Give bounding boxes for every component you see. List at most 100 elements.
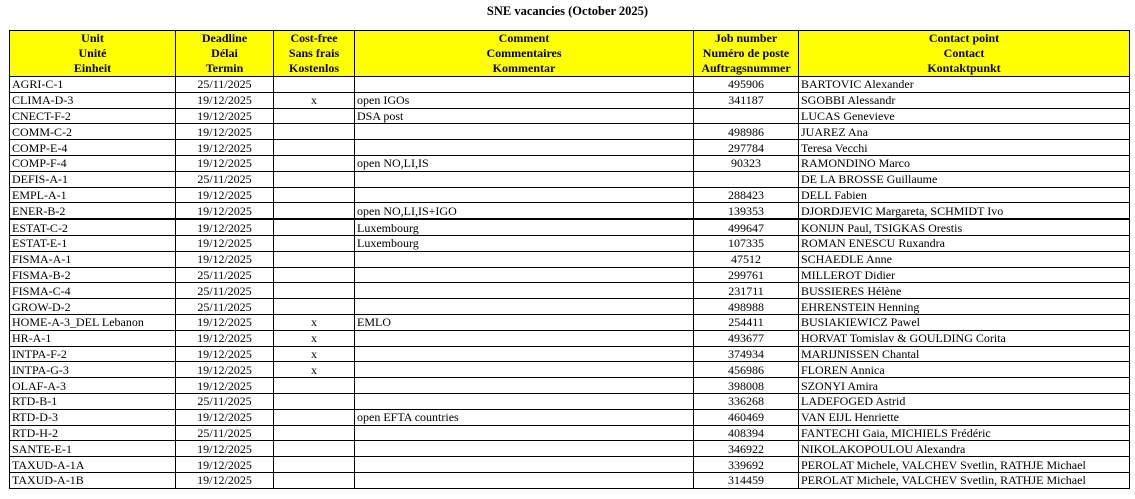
column-header-line: Comment [498, 31, 550, 45]
column-header-line: Kostenlos [288, 61, 339, 75]
table-row: COMM-C-2 19/12/2025 498986 JUAREZ Ana [9, 123, 1130, 141]
cell-cost-free: x [273, 313, 355, 331]
cell-job-number: 107335 [693, 234, 799, 252]
table-row: SANTE-E-1 19/12/2025 346922 NIKOLAKOPOULOU … [9, 440, 1130, 458]
cell-unit: TAXUD-A-1A [9, 456, 176, 473]
cell-contact: FANTECHI Gaia, MICHIELS Frédéric [798, 424, 1130, 442]
cell-comment: open EFTA countries [354, 408, 694, 426]
cell-unit: ESTAT-E-1 [9, 234, 176, 252]
cell-cost-free [273, 186, 355, 204]
cell-cost-free [273, 250, 355, 268]
cell-cost-free [273, 392, 355, 410]
cell-job-number: 398008 [693, 377, 799, 394]
table-row: EMPL-A-1 19/12/2025 288423 DELL Fabien [9, 186, 1130, 204]
cell-deadline: 19/12/2025 [175, 202, 274, 221]
cell-contact: VAN EIJL Henriette [798, 408, 1130, 426]
cell-deadline: 19/12/2025 [175, 154, 274, 172]
cell-job-number: 47512 [693, 250, 799, 268]
cell-contact: Teresa Vecchi [798, 139, 1130, 156]
cell-deadline: 19/12/2025 [175, 123, 274, 141]
cell-unit: INTPA-F-2 [9, 345, 176, 363]
cell-contact: SGOBBI Alessandr [798, 91, 1130, 109]
cell-job-number: 498986 [693, 123, 799, 141]
vacancies-table: Unit Unité Einheit Deadline Délai Termin Cost-… [9, 30, 1130, 489]
cell-job-number: 336268 [693, 392, 799, 410]
cell-contact: DELL Fabien [798, 186, 1130, 204]
cell-unit: GROW-D-2 [9, 298, 176, 315]
cell-comment [354, 298, 694, 315]
cell-contact: DE LA BROSSE Guillaume [798, 170, 1130, 188]
cell-comment: Luxembourg [354, 234, 694, 252]
cell-comment [354, 424, 694, 442]
cell-unit: EMPL-A-1 [9, 186, 176, 204]
cell-comment [354, 76, 694, 93]
cell-cost-free: x [273, 361, 355, 379]
cell-unit: FISMA-C-4 [9, 282, 176, 300]
cell-comment [354, 471, 694, 489]
column-header-line: Sans frais [288, 46, 340, 60]
column-header-line: Kommentar [492, 61, 556, 75]
column-header-line: Auftragsnummer [701, 61, 791, 75]
cell-unit: RTD-D-3 [9, 408, 176, 426]
cell-deadline: 19/12/2025 [175, 440, 274, 458]
cell-unit: COMM-C-2 [9, 123, 176, 141]
cell-unit: DEFIS-A-1 [9, 170, 176, 188]
cell-unit: OLAF-A-3 [9, 377, 176, 394]
cell-cost-free [273, 123, 355, 141]
cell-job-number: 314459 [693, 471, 799, 489]
cell-unit: COMP-F-4 [9, 154, 176, 172]
cell-cost-free [273, 266, 355, 284]
cell-comment [354, 250, 694, 268]
cell-deadline: 19/12/2025 [175, 139, 274, 156]
table-row: INTPA-F-2 19/12/2025 x 374934 MARIJNISSEN Ch… [9, 345, 1130, 363]
cell-job-number: 460469 [693, 408, 799, 426]
table-row: RTD-D-3 19/12/2025 open EFTA countries 4604… [9, 408, 1130, 426]
column-header-line: Délai [211, 46, 238, 60]
cell-comment [354, 266, 694, 284]
cell-comment [354, 456, 694, 473]
table-row: RTD-H-2 25/11/2025 408394 FANTECHI Gaia, MI… [9, 424, 1130, 442]
table-row: COMP-F-4 19/12/2025 open NO,LI,IS 90323 RAMO… [9, 154, 1130, 172]
cell-contact: PEROLAT Michele, VALCHEV Svetlin, RATHJE… [798, 456, 1130, 473]
cell-job-number: 495906 [693, 76, 799, 93]
cell-job-number: 498988 [693, 298, 799, 315]
cell-job-number [693, 107, 799, 125]
cell-contact: RAMONDINO Marco [798, 154, 1130, 172]
cell-cost-free: x [273, 329, 355, 347]
table-row: DEFIS-A-1 25/11/2025 DE LA BROSSE Guillaum… [9, 170, 1130, 188]
cell-job-number [693, 170, 799, 188]
cell-unit: RTD-B-1 [9, 392, 176, 410]
cell-deadline: 19/12/2025 [175, 218, 274, 236]
cell-cost-free [273, 139, 355, 156]
cell-job-number: 297784 [693, 139, 799, 156]
cell-job-number: 90323 [693, 154, 799, 172]
column-header-line: Termin [205, 61, 244, 75]
cell-cost-free [273, 154, 355, 172]
column-header-line: Unité [78, 46, 107, 60]
table-row: FISMA-C-4 25/11/2025 231711 BUSSIERES Hélèn… [9, 282, 1130, 300]
table-row: HOME-A-3_DEL Lebanon 19/12/2025 x EMLO 25441… [9, 313, 1130, 331]
cell-deadline: 19/12/2025 [175, 234, 274, 252]
cell-unit: HR-A-1 [9, 329, 176, 347]
column-header-line: Contact [943, 46, 985, 60]
cell-job-number: 493677 [693, 329, 799, 347]
cell-contact: LUCAS Genevieve [798, 107, 1130, 125]
column-header-line: Numéro de poste [702, 46, 790, 60]
cell-deadline: 25/11/2025 [175, 392, 274, 410]
cell-contact: FLOREN Annica [798, 361, 1130, 379]
cell-comment [354, 329, 694, 347]
cell-cost-free [273, 471, 355, 489]
cell-deadline: 19/12/2025 [175, 91, 274, 109]
cell-unit: AGRI-C-1 [9, 76, 176, 93]
column-header-line: Cost-free [290, 31, 338, 45]
column-header-line: Unit [81, 31, 104, 45]
column-header-cost-free: Cost-free Sans frais Kostenlos [273, 30, 355, 77]
cell-job-number: 339692 [693, 456, 799, 473]
cell-deadline: 25/11/2025 [175, 170, 274, 188]
cell-job-number: 288423 [693, 186, 799, 204]
cell-comment [354, 345, 694, 363]
cell-cost-free: x [273, 91, 355, 109]
cell-comment: DSA post [354, 107, 694, 125]
cell-contact: LADEFOGED Astrid [798, 392, 1130, 410]
cell-comment [354, 123, 694, 141]
